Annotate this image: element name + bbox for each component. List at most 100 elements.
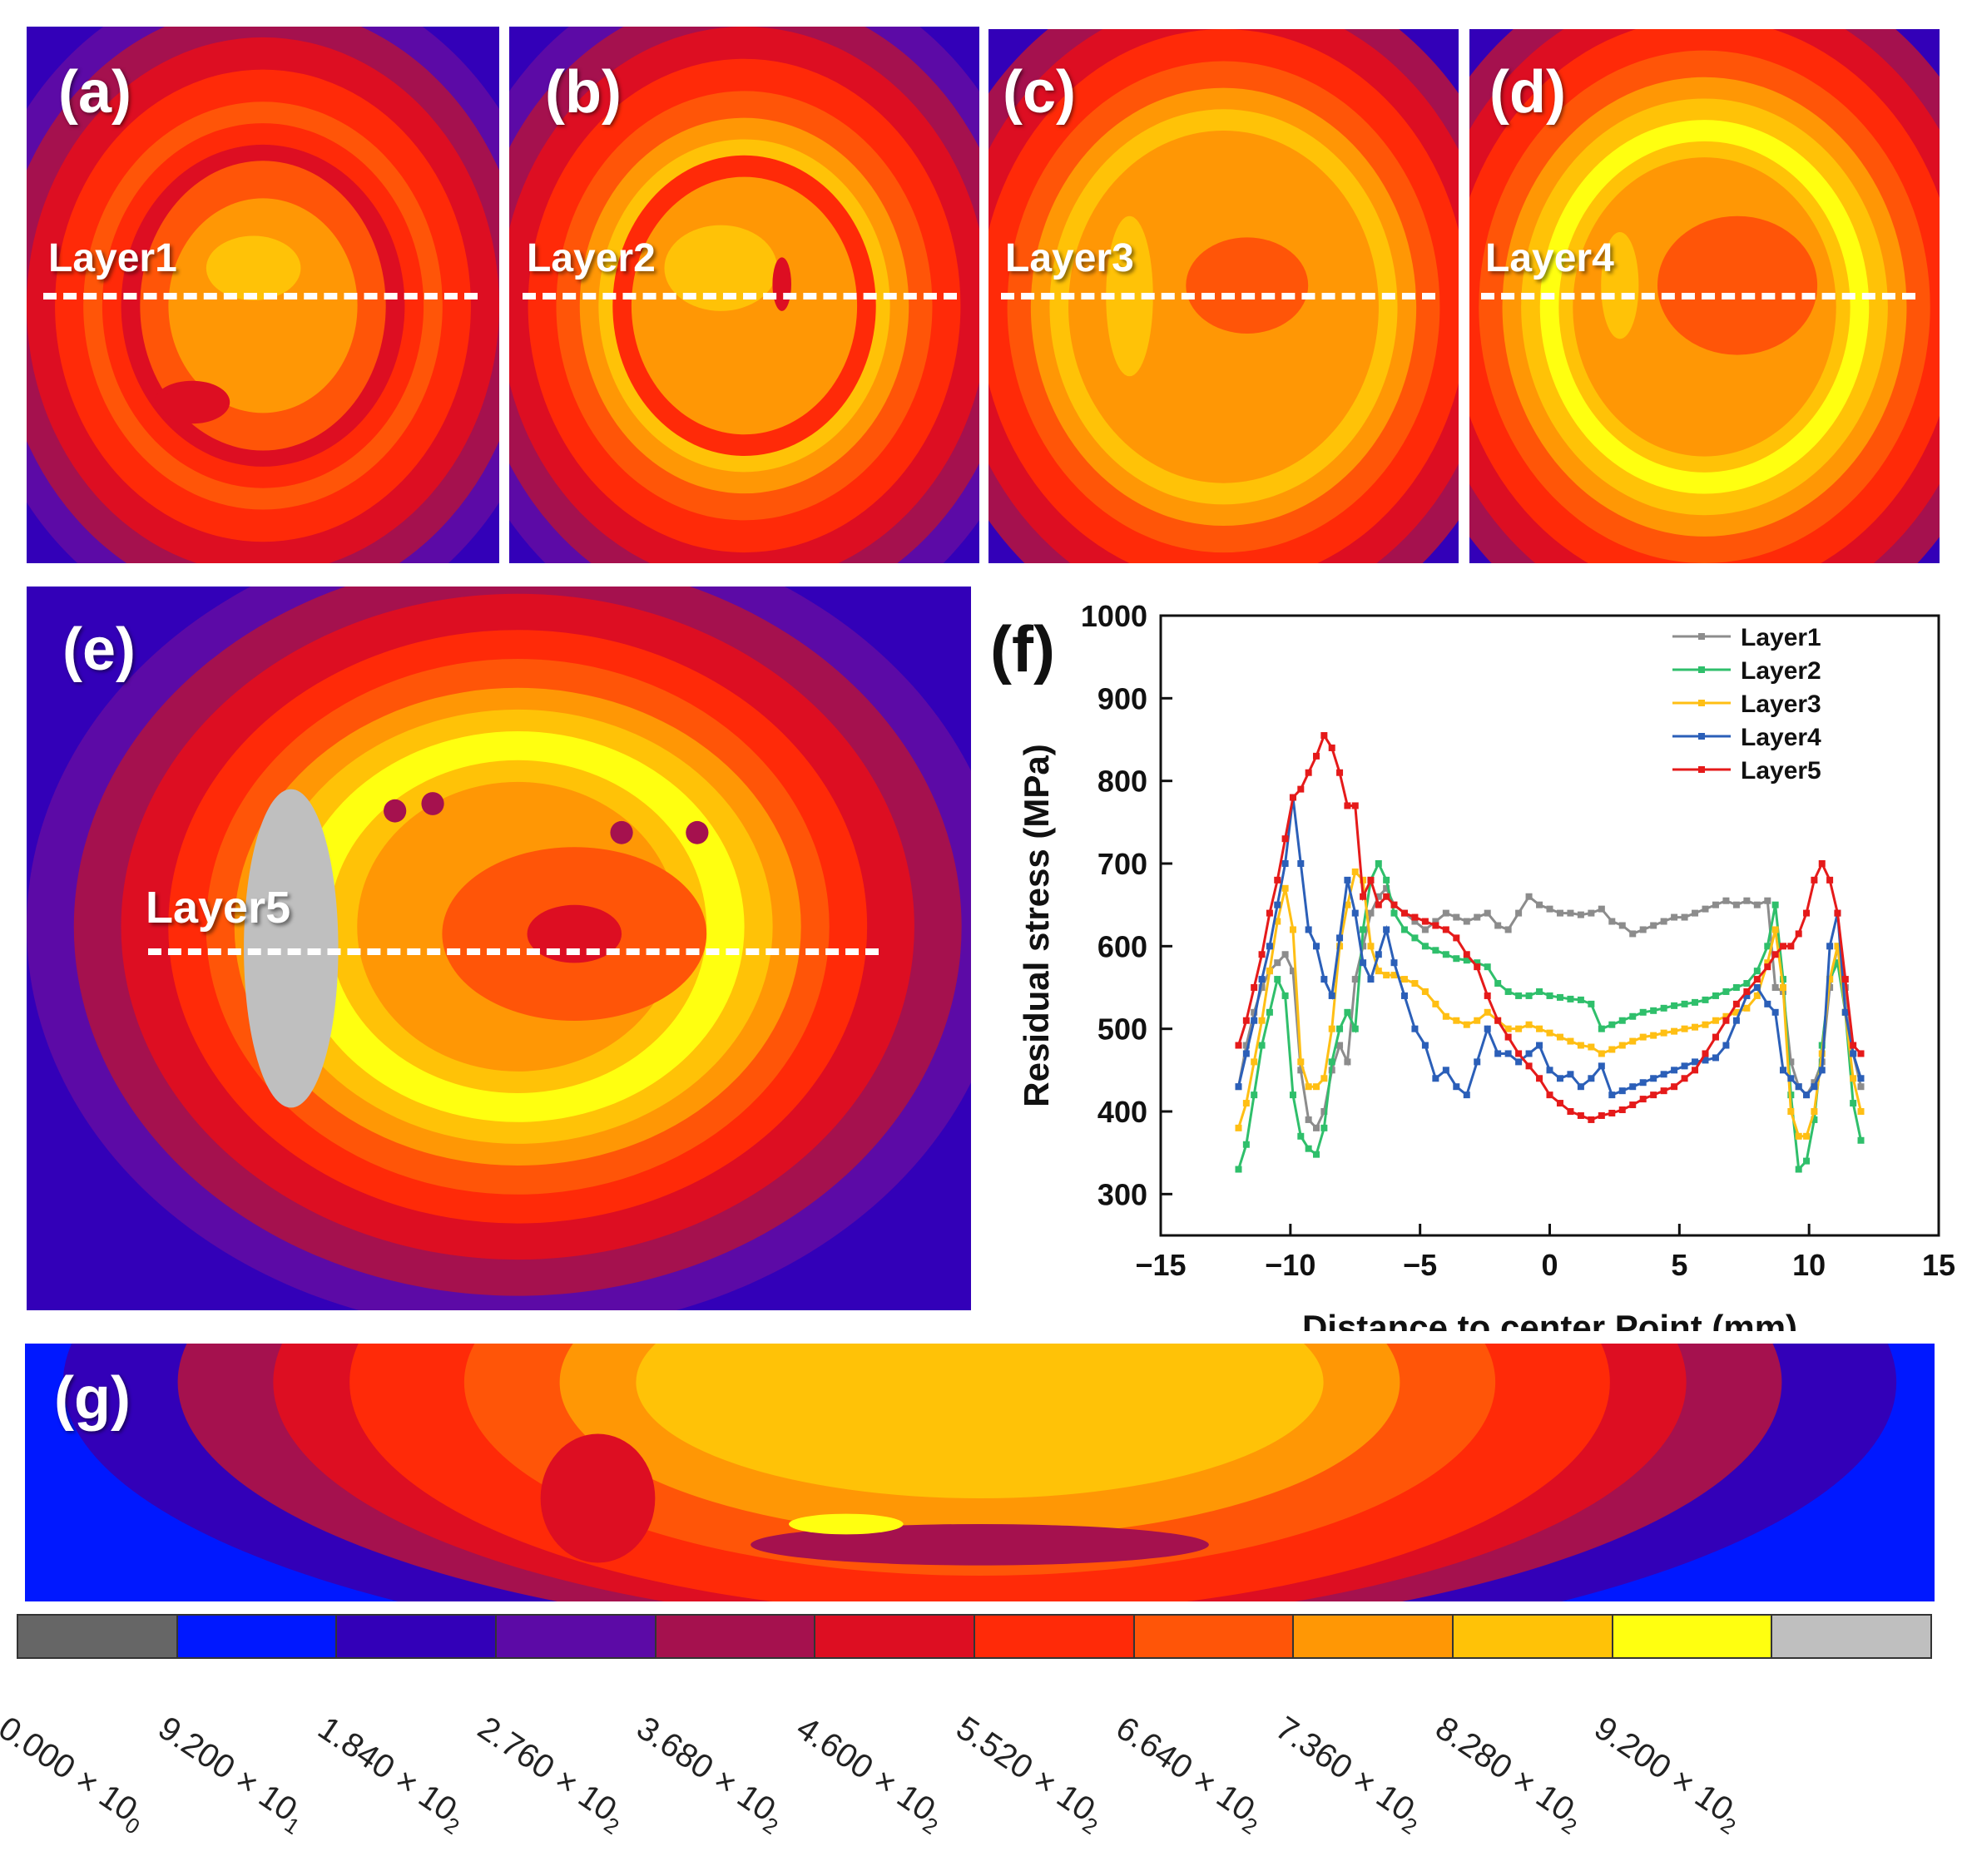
point-Layer3-31 xyxy=(1504,1025,1512,1032)
point-Layer5-58 xyxy=(1780,943,1786,950)
point-Layer3-32 xyxy=(1515,1025,1523,1032)
point-Layer5-52 xyxy=(1722,1017,1730,1024)
point-Layer5-16 xyxy=(1360,893,1367,900)
point-Layer5-24 xyxy=(1432,922,1439,929)
point-Layer2-20 xyxy=(1390,909,1398,917)
colorbar-tick-8: 7.360 × 102 xyxy=(1266,1710,1430,1840)
point-Layer5-1 xyxy=(1242,1017,1250,1024)
colorbar-tick-mantissa-10: 9.200 × 10 xyxy=(1588,1710,1741,1829)
colorbar-swatch-5 xyxy=(815,1616,976,1657)
point-Layer3-57 xyxy=(1771,926,1779,933)
point-Layer4-42 xyxy=(1618,1087,1626,1095)
point-Layer5-21 xyxy=(1400,909,1408,917)
point-Layer3-62 xyxy=(1811,1108,1818,1115)
point-Layer3-64 xyxy=(1826,976,1834,983)
point-Layer5-10 xyxy=(1313,752,1320,760)
point-Layer4-25 xyxy=(1442,1067,1449,1074)
point-Layer4-11 xyxy=(1320,976,1328,983)
point-Layer5-2 xyxy=(1251,984,1258,991)
point-Layer4-54 xyxy=(1743,992,1751,999)
panel-d-blob-1 xyxy=(1601,231,1639,339)
point-Layer1-52 xyxy=(1722,897,1730,904)
point-Layer4-33 xyxy=(1525,1050,1533,1057)
colorbar-tick-mantissa-6: 5.520 × 10 xyxy=(949,1710,1102,1829)
point-Layer4-40 xyxy=(1598,1062,1605,1070)
point-Layer1-23 xyxy=(1421,926,1429,933)
point-Layer4-34 xyxy=(1536,1042,1543,1049)
point-Layer1-48 xyxy=(1681,913,1688,921)
point-Layer5-32 xyxy=(1515,1050,1523,1057)
point-Layer1-53 xyxy=(1732,901,1740,908)
point-Layer2-10 xyxy=(1313,1151,1320,1158)
residual-stress-chart: 300 400 500 600 700 800 900 1000 −15 −10 −5 0 5 10 15 D… xyxy=(982,582,1964,1331)
point-Layer1-34 xyxy=(1536,901,1543,908)
panel-e-blob-6 xyxy=(421,792,444,815)
point-Layer4-60 xyxy=(1795,1083,1802,1091)
point-Layer1-68 xyxy=(1857,1083,1865,1091)
point-Layer5-12 xyxy=(1328,744,1335,751)
layer-label-4: Layer4 xyxy=(1485,236,1614,280)
point-Layer5-36 xyxy=(1556,1100,1563,1107)
point-Layer4-59 xyxy=(1787,1075,1795,1082)
point-Layer2-41 xyxy=(1608,1021,1616,1028)
point-Layer3-52 xyxy=(1722,1012,1730,1020)
colorbar-tick-mantissa-1: 9.200 × 10 xyxy=(151,1710,304,1829)
point-Layer3-33 xyxy=(1525,1021,1533,1028)
point-Layer1-26 xyxy=(1453,913,1460,921)
point-Layer4-5 xyxy=(1274,901,1281,908)
point-Layer3-68 xyxy=(1857,1108,1865,1115)
colorbar-tick-9: 8.280 × 102 xyxy=(1425,1710,1590,1840)
point-Layer5-37 xyxy=(1567,1108,1574,1115)
point-Layer2-68 xyxy=(1857,1136,1865,1144)
panel-g-svg xyxy=(25,1344,1935,1601)
point-Layer4-18 xyxy=(1375,951,1382,958)
point-Layer4-52 xyxy=(1722,1042,1730,1049)
point-Layer4-26 xyxy=(1453,1083,1460,1091)
point-Layer5-11 xyxy=(1320,732,1328,740)
point-Layer3-12 xyxy=(1328,1025,1335,1032)
point-Layer3-55 xyxy=(1753,992,1761,999)
point-Layer1-45 xyxy=(1650,922,1657,929)
legend-label-Layer4: Layer4 xyxy=(1741,724,1821,751)
point-Layer5-50 xyxy=(1702,1050,1709,1057)
point-Layer4-30 xyxy=(1494,1050,1502,1057)
point-Layer1-46 xyxy=(1660,918,1667,925)
y-tick-label-7: 1000 xyxy=(1081,599,1147,633)
point-Layer5-3 xyxy=(1258,951,1266,958)
point-Layer4-10 xyxy=(1313,943,1320,950)
point-Layer2-48 xyxy=(1681,1000,1688,1007)
point-Layer3-44 xyxy=(1639,1033,1647,1041)
point-Layer5-55 xyxy=(1753,976,1761,983)
colorbar-tick-3: 2.760 × 102 xyxy=(468,1710,632,1840)
panel-g-ring-6 xyxy=(636,1344,1324,1498)
point-Layer1-33 xyxy=(1525,893,1533,900)
colorbar-tick-mantissa-7: 6.640 × 10 xyxy=(1109,1710,1261,1829)
point-Layer2-67 xyxy=(1850,1100,1857,1107)
point-Layer2-19 xyxy=(1383,876,1390,884)
point-Layer1-42 xyxy=(1618,922,1626,929)
point-Layer3-34 xyxy=(1536,1025,1543,1032)
point-Layer2-47 xyxy=(1671,1002,1678,1009)
point-Layer1-35 xyxy=(1546,905,1553,913)
point-Layer5-18 xyxy=(1375,901,1382,908)
point-Layer2-5 xyxy=(1274,976,1281,983)
colorbar-tick-7: 6.640 × 102 xyxy=(1106,1710,1271,1840)
point-Layer3-39 xyxy=(1588,1043,1595,1051)
point-Layer5-31 xyxy=(1504,1033,1512,1041)
legend: Layer1 Layer2 Layer3 Layer4 Layer5 xyxy=(1672,624,1821,785)
point-Layer5-47 xyxy=(1671,1083,1678,1091)
legend-marker-Layer3 xyxy=(1698,700,1705,706)
point-Layer2-50 xyxy=(1702,996,1709,1003)
layer-label-1: Layer1 xyxy=(48,236,177,280)
point-Layer3-65 xyxy=(1834,943,1841,950)
colorbar-tick-mantissa-5: 4.600 × 10 xyxy=(790,1710,942,1829)
point-Layer4-19 xyxy=(1383,926,1390,933)
point-Layer4-53 xyxy=(1732,1017,1740,1024)
point-Layer3-37 xyxy=(1567,1037,1574,1045)
colorbar-tick-6: 5.520 × 102 xyxy=(946,1710,1111,1840)
point-Layer2-25 xyxy=(1442,951,1449,958)
panel-b-blob-0 xyxy=(664,225,778,311)
point-Layer3-21 xyxy=(1400,976,1408,983)
point-Layer5-9 xyxy=(1305,769,1312,776)
point-Layer2-2 xyxy=(1251,1091,1258,1099)
